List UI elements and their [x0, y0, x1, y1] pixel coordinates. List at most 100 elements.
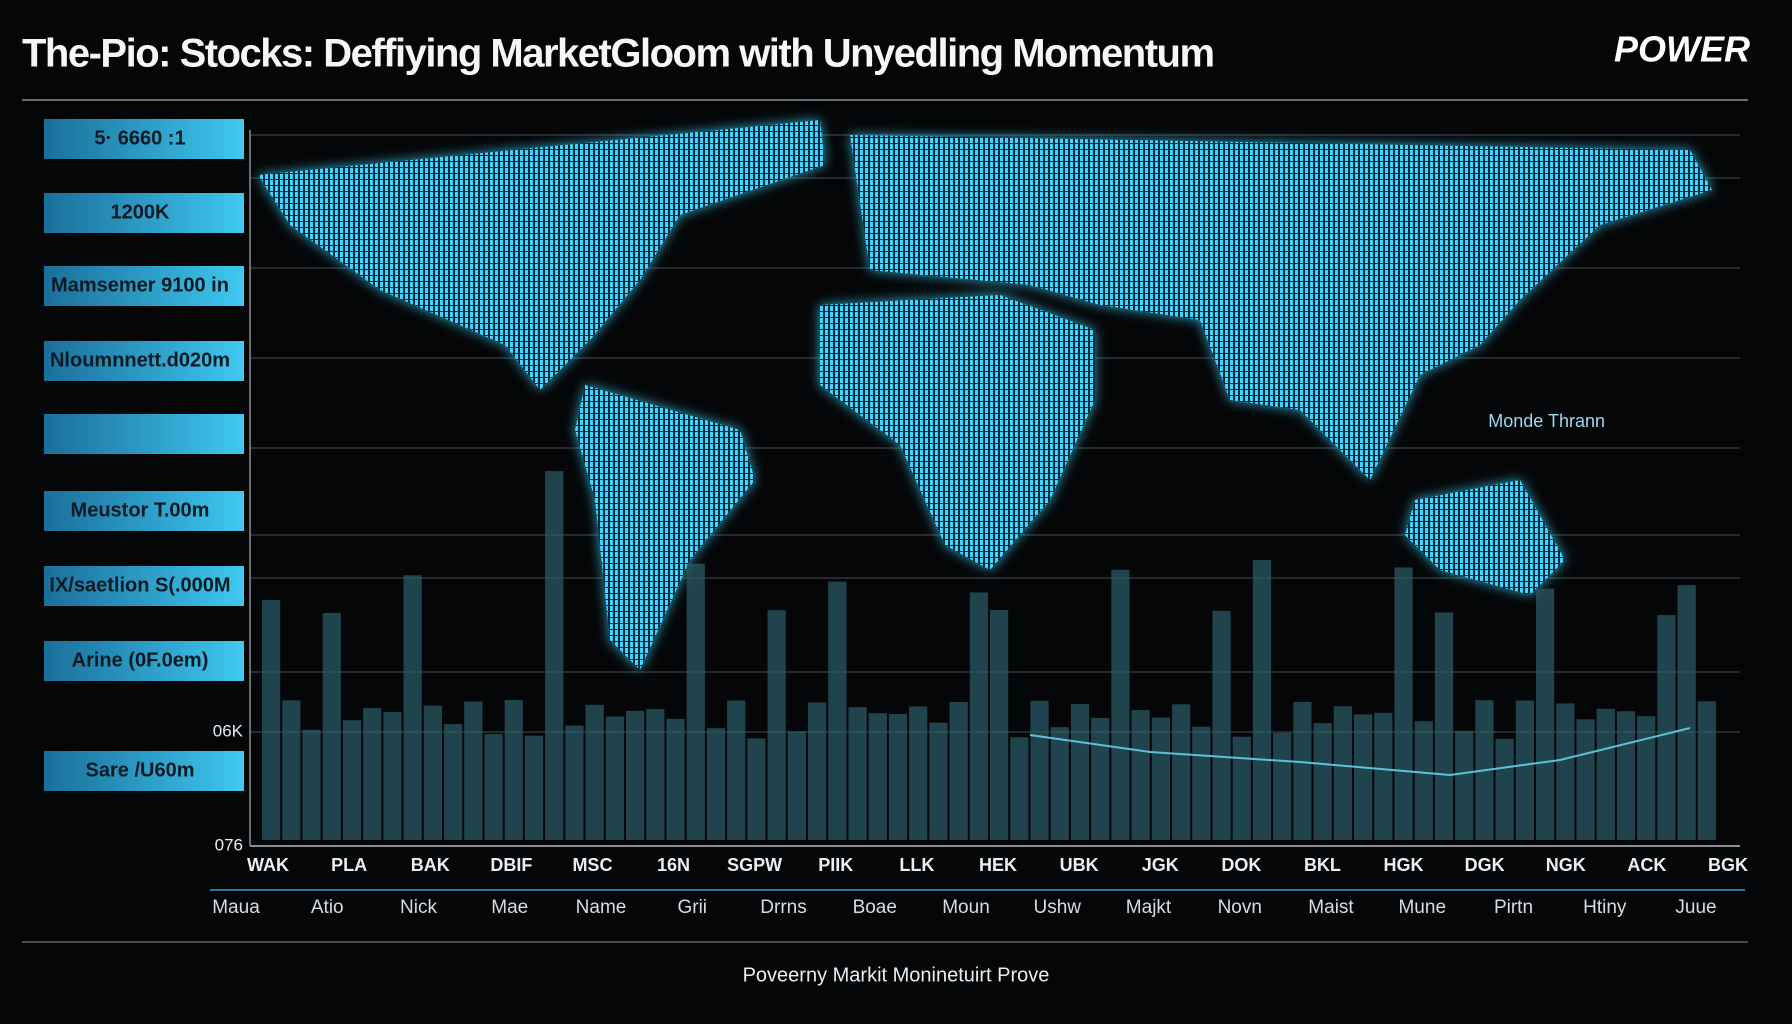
decor-bar — [1556, 703, 1575, 840]
decor-bar — [1273, 732, 1292, 840]
x-sublabel: Maua — [212, 897, 260, 918]
decor-bar — [1070, 704, 1090, 840]
x-sublabel: Drrns — [760, 897, 806, 918]
decor-bar — [848, 707, 867, 840]
side-label: Arine (0F.0em) — [72, 649, 209, 671]
decor-bar — [686, 563, 705, 840]
decor-bar — [1394, 567, 1413, 840]
side-label-box — [44, 341, 244, 381]
side-label: Nloumnnett.d020m — [50, 349, 230, 371]
decor-bar — [1677, 585, 1696, 840]
x-sublabel: Boae — [853, 897, 897, 918]
x-sublabel: Grii — [677, 897, 707, 918]
decor-bar — [990, 610, 1009, 840]
decor-bar — [444, 724, 463, 840]
x-sublabel: Ushw — [1033, 897, 1081, 918]
side-label: Meustor T.00m — [71, 499, 210, 521]
decor-trend — [1029, 727, 1691, 777]
decor-bar — [1536, 588, 1555, 840]
decor-bar — [929, 722, 948, 840]
decor-bar — [666, 718, 685, 840]
decor-bar — [1354, 714, 1373, 840]
decor-bar — [1111, 569, 1130, 840]
decor-bar — [262, 600, 281, 840]
decor-bar — [1212, 610, 1231, 840]
footer-caption: Poveerny Markit Moninetuirt Prove — [743, 964, 1050, 986]
bar-layer — [262, 471, 1716, 840]
x-label: ACK — [1627, 855, 1666, 875]
decor-bar — [484, 734, 503, 840]
side-label: IX/saetlion S(.000M — [49, 574, 230, 596]
decor-bar — [1050, 727, 1069, 840]
axis-label: 076 — [215, 835, 243, 854]
x-sublabel: Mune — [1398, 897, 1446, 918]
side-label-box — [44, 119, 244, 159]
decor-bar — [1576, 719, 1595, 840]
decor-bar — [1434, 612, 1454, 840]
x-label: BGK — [1708, 855, 1748, 875]
x-sublabel: Pirtn — [1494, 897, 1533, 918]
decor-bar — [626, 710, 645, 840]
decor-bar — [1293, 701, 1312, 840]
decor-bar — [1637, 716, 1656, 840]
decor-bar — [727, 700, 746, 840]
side-label: 5· 6660 :1 — [94, 127, 185, 149]
decor-bar — [545, 471, 564, 840]
x-sublabel: Moun — [942, 897, 990, 918]
side-label-box — [44, 491, 244, 531]
decor-bar — [342, 720, 362, 840]
world-map — [258, 120, 1712, 670]
side-label-box — [44, 641, 244, 681]
decor-bar — [1374, 712, 1393, 840]
x-label: PIIK — [818, 855, 853, 875]
decor-bar — [302, 729, 321, 840]
x-label: HGK — [1384, 855, 1424, 875]
decor-bar — [585, 704, 604, 840]
decor-bar — [787, 731, 806, 840]
continent — [820, 295, 1095, 570]
logo: POWER — [1614, 29, 1750, 70]
decor-bar — [1252, 560, 1272, 840]
decor-bar — [706, 728, 726, 840]
x-sublabel: Htiny — [1583, 897, 1627, 918]
x-sublabel: Nick — [400, 897, 437, 918]
x-label: BAK — [411, 855, 450, 875]
x-label: NGK — [1546, 855, 1586, 875]
side-label: Sare /U60m — [86, 759, 195, 781]
decor-bar — [1657, 615, 1676, 840]
decor-bar — [605, 716, 624, 840]
decor-bar — [504, 700, 523, 840]
side-label-box — [44, 193, 244, 233]
continent — [850, 135, 1712, 480]
decor-bar — [1596, 708, 1615, 840]
side-label-box — [44, 751, 244, 791]
decor-bar — [1495, 738, 1514, 840]
x-label: 16N — [657, 855, 690, 875]
x-sublabel: Maist — [1308, 897, 1354, 918]
x-sublabel: Juue — [1675, 897, 1716, 918]
x-label: LLK — [899, 855, 934, 875]
decor-bar — [828, 581, 847, 840]
decor-bar — [1151, 717, 1170, 840]
decor-bar — [282, 700, 301, 840]
continent — [575, 385, 755, 670]
decor-bar — [868, 713, 887, 840]
decor-bar — [1192, 726, 1211, 840]
side-label-box — [44, 566, 244, 606]
title: The-Pio: Stocks: Deffiying MarketGloom w… — [22, 32, 1214, 76]
decor-bar — [1616, 711, 1636, 840]
side-label-box — [44, 266, 244, 306]
decor-bar — [322, 612, 341, 840]
decor-bar — [1313, 723, 1332, 840]
axis-label: 06K — [213, 721, 244, 740]
decor-bar — [808, 702, 827, 840]
side-label-box — [44, 414, 244, 454]
decor-bar — [1232, 736, 1251, 840]
decor-bar — [949, 702, 968, 840]
decor-bar — [909, 706, 928, 840]
side-label: 1200K — [111, 201, 170, 223]
x-label: BKL — [1304, 855, 1341, 875]
decor-bar — [383, 712, 402, 840]
decor-bar — [403, 575, 422, 840]
